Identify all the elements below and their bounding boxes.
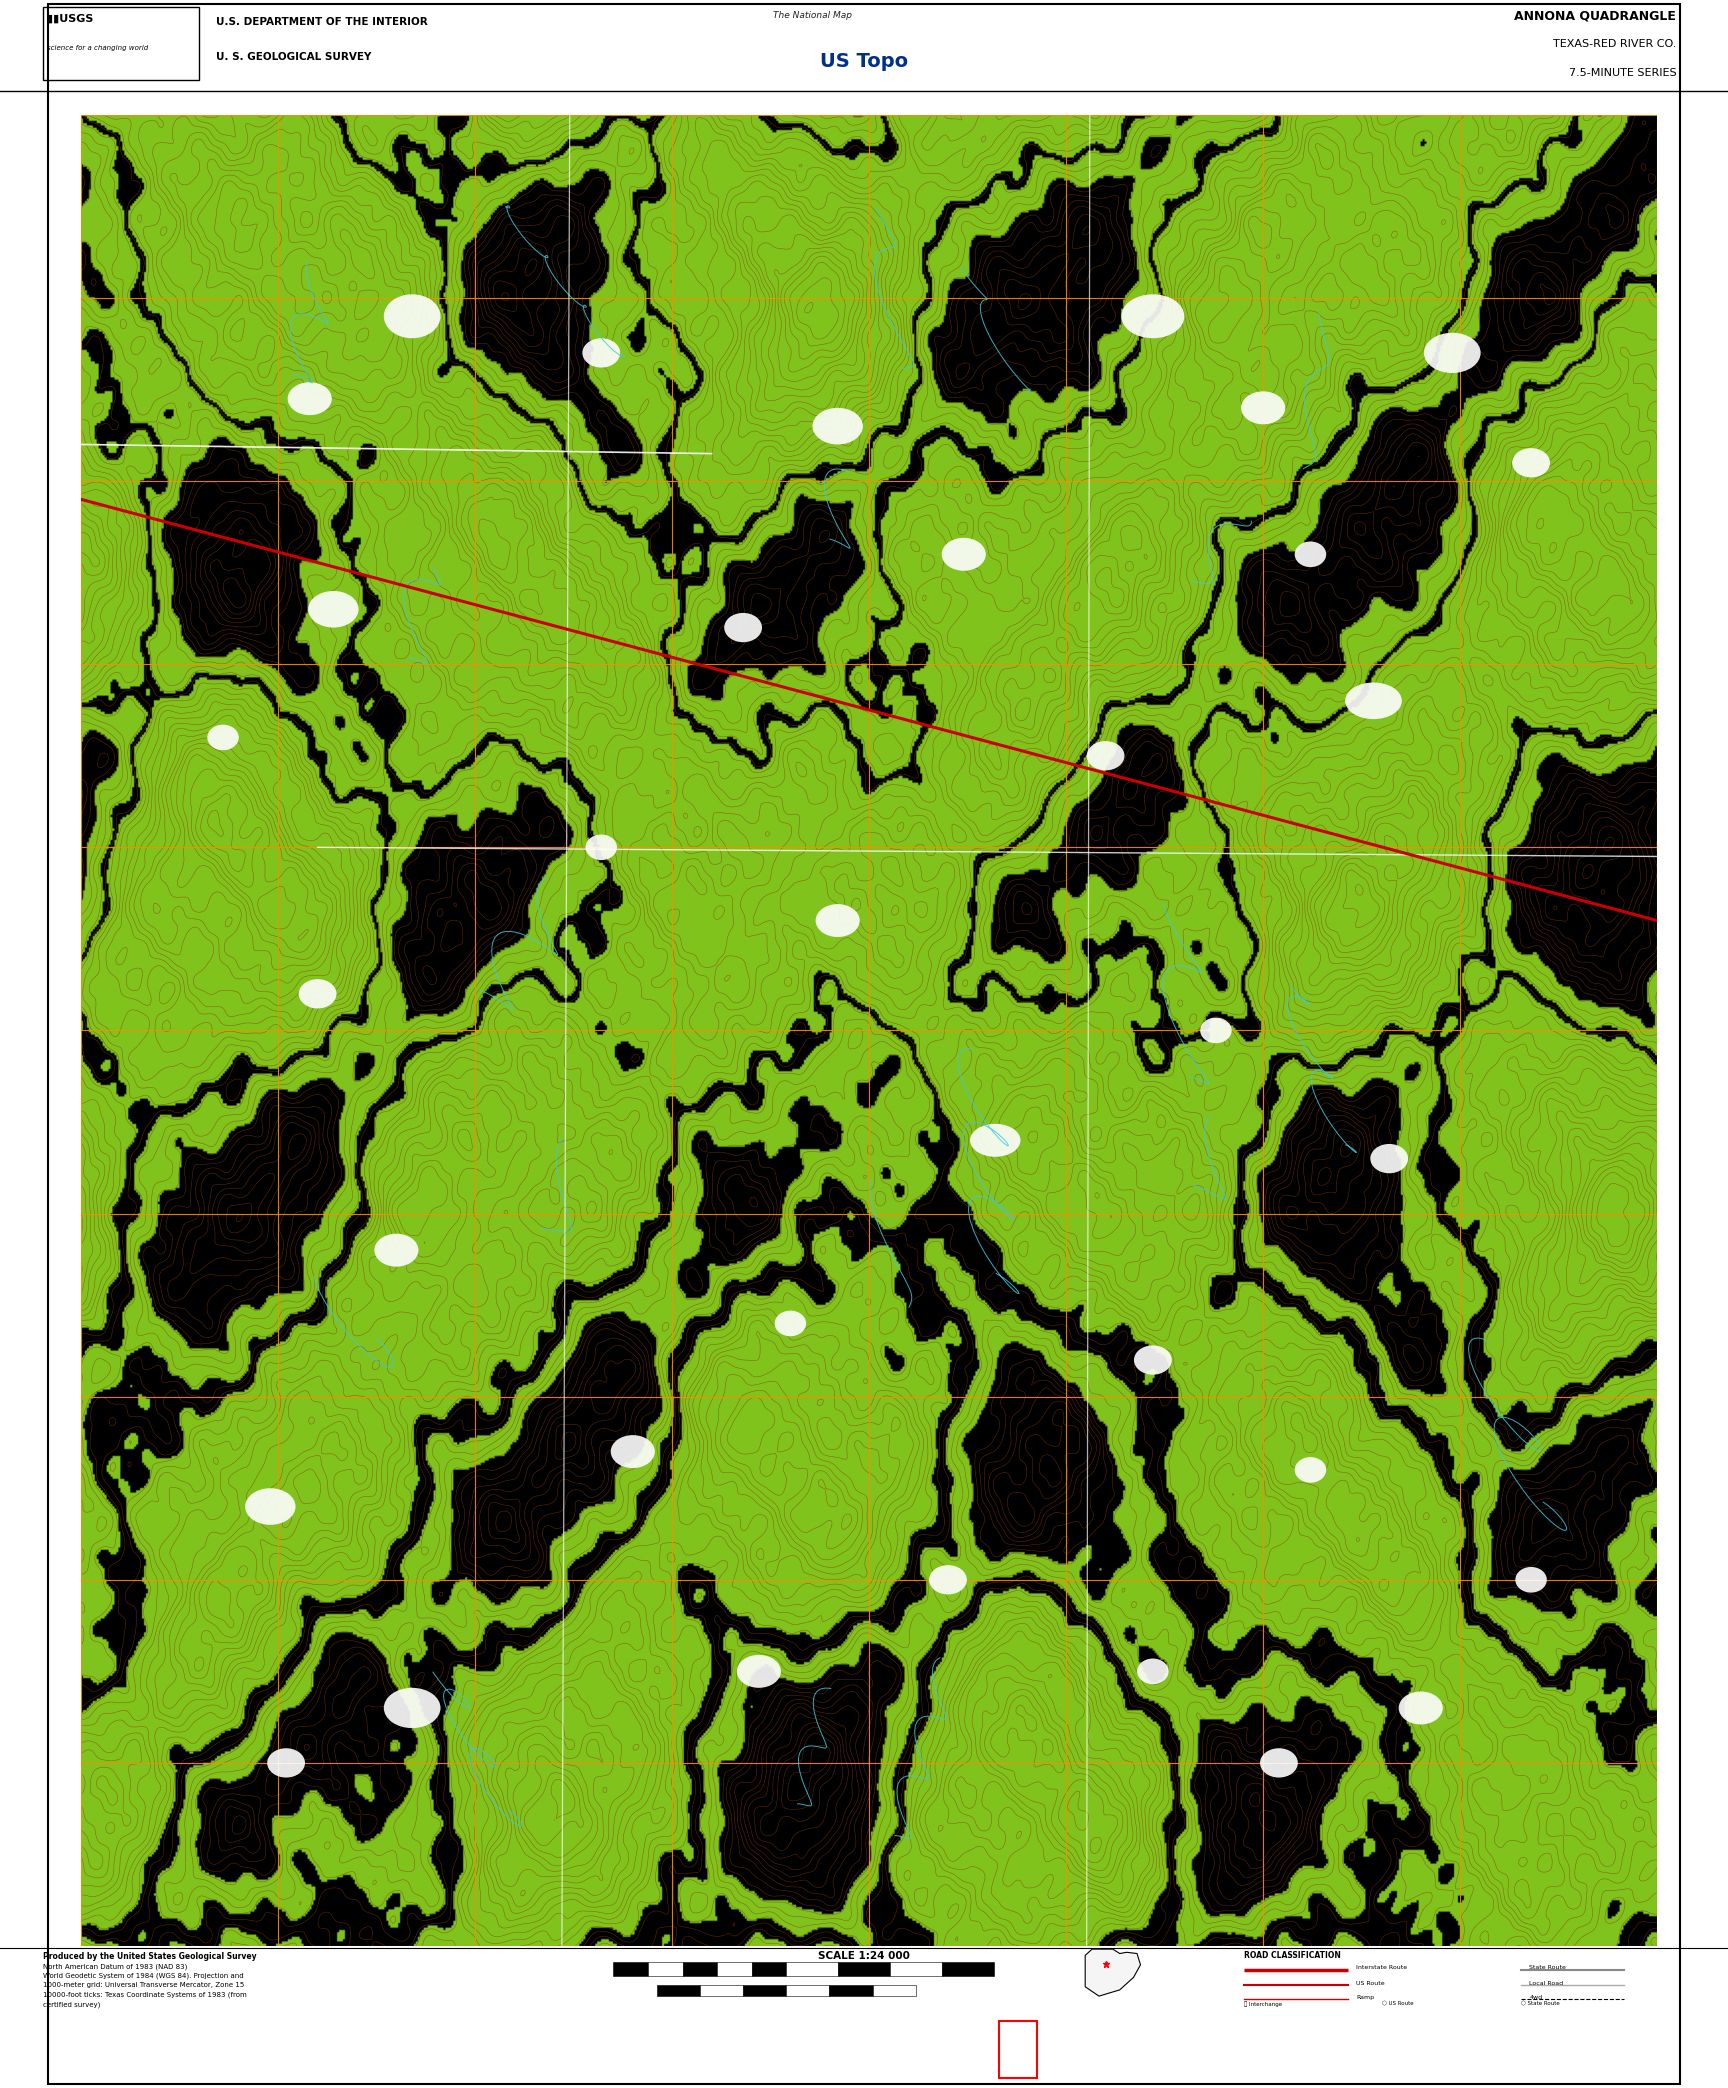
Text: ROAD CLASSIFICATION: ROAD CLASSIFICATION — [1244, 1950, 1341, 1961]
Ellipse shape — [1241, 390, 1286, 424]
Ellipse shape — [610, 1434, 655, 1468]
Ellipse shape — [308, 591, 359, 628]
Text: 1000-meter grid: Universal Transverse Mercator, Zone 15: 1000-meter grid: Universal Transverse Me… — [43, 1982, 244, 1988]
Ellipse shape — [268, 1748, 306, 1777]
Text: science for a changing world: science for a changing world — [47, 46, 149, 50]
Text: World Geodetic System of 1984 (WGS 84). Projection and: World Geodetic System of 1984 (WGS 84). … — [43, 1973, 244, 1979]
Text: U.S. DEPARTMENT OF THE INTERIOR: U.S. DEPARTMENT OF THE INTERIOR — [216, 17, 429, 27]
Bar — [648, 1963, 683, 1975]
Text: The National Map: The National Map — [772, 10, 852, 21]
Text: Interstate Route: Interstate Route — [1356, 1965, 1408, 1969]
Ellipse shape — [287, 382, 332, 416]
Text: US Topo: US Topo — [821, 52, 907, 71]
Ellipse shape — [1344, 683, 1401, 718]
Bar — [829, 1986, 873, 1996]
Ellipse shape — [774, 1311, 807, 1336]
Ellipse shape — [586, 835, 617, 860]
Text: US Route: US Route — [1356, 1982, 1386, 1986]
Ellipse shape — [1370, 1144, 1408, 1173]
Bar — [657, 1986, 700, 1996]
Polygon shape — [1085, 1950, 1140, 1996]
Ellipse shape — [1398, 1691, 1443, 1725]
Ellipse shape — [1515, 1566, 1547, 1593]
Text: TEXAS-RED RIVER CO.: TEXAS-RED RIVER CO. — [1553, 40, 1676, 50]
Bar — [999, 2021, 1037, 2078]
Bar — [700, 1986, 743, 1996]
Ellipse shape — [245, 1489, 295, 1524]
Text: State Route: State Route — [1529, 1965, 1566, 1969]
Text: North American Datum of 1983 (NAD 83): North American Datum of 1983 (NAD 83) — [43, 1963, 188, 1971]
Bar — [890, 1963, 942, 1975]
Text: SCALE 1:24 000: SCALE 1:24 000 — [817, 1950, 911, 1961]
Text: 4wd: 4wd — [1529, 1994, 1543, 2000]
Bar — [786, 1963, 838, 1975]
Ellipse shape — [1260, 1748, 1298, 1777]
Bar — [942, 1963, 994, 1975]
Ellipse shape — [1134, 1345, 1172, 1374]
Text: certified survey): certified survey) — [43, 2000, 100, 2009]
Bar — [43, 6, 199, 79]
Text: ▮▮USGS: ▮▮USGS — [47, 15, 93, 25]
Ellipse shape — [384, 294, 441, 338]
Ellipse shape — [930, 1566, 968, 1595]
Ellipse shape — [1087, 741, 1125, 770]
Bar — [838, 1963, 890, 1975]
Text: U. S. GEOLOGICAL SURVEY: U. S. GEOLOGICAL SURVEY — [216, 52, 372, 63]
Ellipse shape — [299, 979, 337, 1009]
Bar — [743, 1986, 786, 1996]
Text: 10000-foot ticks: Texas Coordinate Systems of 1983 (from: 10000-foot ticks: Texas Coordinate Syste… — [43, 1992, 247, 1998]
Ellipse shape — [207, 725, 238, 750]
Ellipse shape — [812, 407, 862, 445]
Text: Local Road: Local Road — [1529, 1982, 1564, 1986]
Ellipse shape — [1294, 541, 1325, 568]
Ellipse shape — [1294, 1457, 1325, 1482]
Bar — [683, 1963, 717, 1975]
Ellipse shape — [1121, 294, 1184, 338]
Text: Ramp: Ramp — [1356, 1994, 1374, 2000]
Text: 🔵 Interchange: 🔵 Interchange — [1244, 2000, 1282, 2007]
Text: Produced by the United States Geological Survey: Produced by the United States Geological… — [43, 1952, 257, 1961]
Text: ⬡ US Route: ⬡ US Route — [1382, 2002, 1414, 2007]
Bar — [786, 1986, 829, 1996]
Ellipse shape — [384, 1687, 441, 1729]
Ellipse shape — [1201, 1017, 1232, 1044]
Ellipse shape — [1137, 1658, 1168, 1685]
Ellipse shape — [1424, 332, 1481, 374]
Text: ⬡ State Route: ⬡ State Route — [1521, 2002, 1559, 2007]
Ellipse shape — [1512, 449, 1550, 478]
Text: ANNONA QUADRANGLE: ANNONA QUADRANGLE — [1514, 10, 1676, 23]
Ellipse shape — [582, 338, 620, 367]
Bar — [873, 1986, 916, 1996]
Bar — [717, 1963, 752, 1975]
Ellipse shape — [942, 539, 985, 570]
Ellipse shape — [816, 904, 861, 938]
Bar — [613, 1963, 648, 1975]
Ellipse shape — [736, 1656, 781, 1687]
Text: 7.5-MINUTE SERIES: 7.5-MINUTE SERIES — [1569, 67, 1676, 77]
Ellipse shape — [969, 1123, 1021, 1157]
Bar — [752, 1963, 786, 1975]
Ellipse shape — [375, 1234, 418, 1267]
Ellipse shape — [724, 614, 762, 643]
